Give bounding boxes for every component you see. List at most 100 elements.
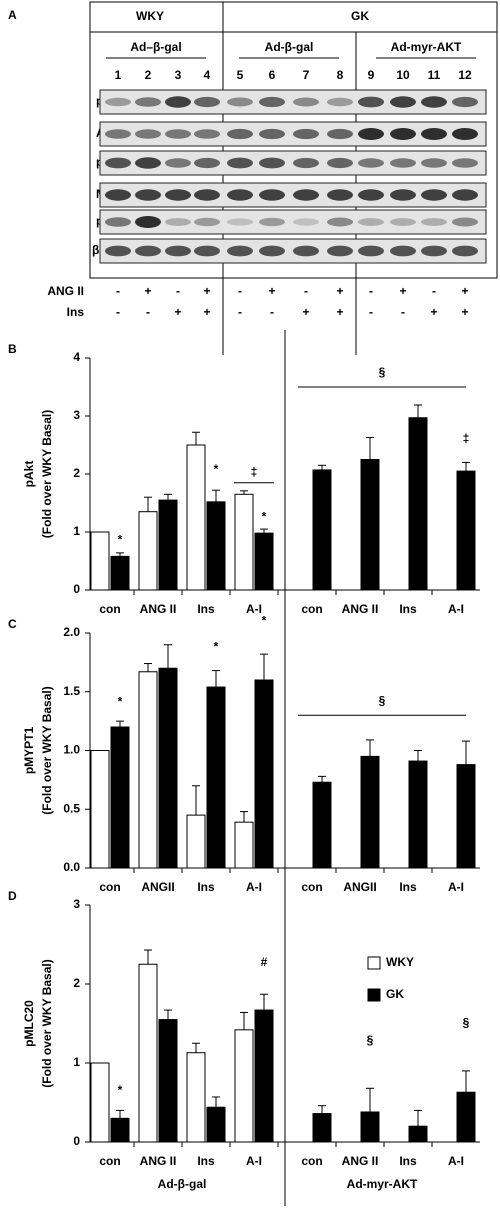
- treatment-sign: -: [304, 284, 308, 298]
- panel-label: B: [8, 342, 17, 356]
- band: [259, 217, 285, 227]
- band: [293, 128, 319, 140]
- treatment-sign: -: [238, 284, 242, 298]
- bar: [254, 532, 274, 591]
- bar: [186, 814, 206, 869]
- treatment-label: ANG II: [47, 284, 84, 298]
- x-tick-label: con: [99, 880, 120, 894]
- treatment-sign: -: [176, 284, 180, 298]
- group-label: Ad-myr-AKT: [347, 1177, 418, 1191]
- bar: [206, 501, 226, 591]
- band: [194, 189, 220, 201]
- treatment-sign: +: [268, 284, 275, 298]
- band: [259, 96, 285, 108]
- band: [259, 128, 285, 140]
- band: [421, 96, 447, 108]
- band: [135, 157, 161, 169]
- blot-strip: [99, 150, 487, 176]
- band: [135, 189, 161, 201]
- blot-frame: [89, 1, 498, 279]
- y-axis-label: (Fold over WKY Basal): [40, 410, 54, 538]
- band: [390, 158, 416, 168]
- treatment-sign: +: [144, 284, 151, 298]
- band: [105, 217, 131, 227]
- treatment-sign: -: [270, 305, 274, 319]
- bar: [456, 470, 476, 591]
- band: [105, 97, 131, 107]
- lane-number: 9: [368, 68, 375, 82]
- x-tick-label: con: [301, 1154, 322, 1168]
- strain-label: GK: [351, 9, 369, 23]
- band: [165, 218, 191, 226]
- annotation: *: [214, 639, 219, 653]
- band: [358, 245, 384, 257]
- bar: [312, 1113, 332, 1143]
- y-axis-label: pMYPT1: [22, 727, 36, 775]
- bar: [456, 764, 476, 869]
- treatment-sign: -: [238, 305, 242, 319]
- panel-label: A: [8, 8, 17, 22]
- x-tick-label: Ins: [399, 602, 417, 616]
- bar: [90, 1062, 110, 1143]
- bar: [360, 459, 380, 591]
- band: [358, 218, 384, 226]
- bar: [158, 1019, 178, 1143]
- band: [259, 157, 285, 169]
- band: [227, 218, 253, 226]
- bar: [408, 760, 428, 869]
- band: [194, 245, 220, 257]
- band: [390, 128, 416, 140]
- lane-number: 2: [145, 68, 152, 82]
- band: [358, 96, 384, 108]
- bar: [186, 1052, 206, 1143]
- band: [135, 129, 161, 139]
- treatment-sign: +: [203, 284, 210, 298]
- y-axis-label: pAkt: [22, 461, 36, 488]
- lane-number: 8: [337, 68, 344, 82]
- band: [227, 157, 253, 169]
- bar: [138, 511, 158, 591]
- band: [194, 157, 220, 169]
- strain-label: WKY: [136, 9, 164, 23]
- treatment-sign: -: [369, 305, 373, 319]
- band: [452, 217, 478, 227]
- annotation: #: [261, 955, 268, 969]
- lane-number: 6: [269, 68, 276, 82]
- bar: [234, 821, 254, 869]
- legend-swatch: [367, 988, 381, 1002]
- x-tick-label: ANGII: [343, 880, 376, 894]
- band: [165, 245, 191, 257]
- band: [452, 128, 478, 140]
- y-axis-label: (Fold over WKY Basal): [40, 686, 54, 814]
- y-tick-label: 2: [73, 466, 80, 480]
- band: [105, 189, 131, 201]
- lane-number: 12: [458, 68, 472, 82]
- band: [390, 189, 416, 201]
- panel-label: D: [8, 889, 17, 903]
- lane-number: 5: [237, 68, 244, 82]
- y-tick-label: 4: [73, 350, 80, 364]
- x-tick-label: A-I: [448, 880, 464, 894]
- treatment-sign: -: [432, 284, 436, 298]
- bar: [254, 1009, 274, 1143]
- lane-number: 1: [115, 68, 122, 82]
- bar: [360, 1111, 380, 1143]
- treatment-sign: -: [116, 305, 120, 319]
- treatment-sign: +: [203, 305, 210, 319]
- y-tick-label: 0.5: [63, 801, 80, 815]
- bar: [138, 963, 158, 1143]
- treatment-sign: -: [369, 284, 373, 298]
- y-tick-label: 2.0: [63, 625, 80, 639]
- bar: [158, 667, 178, 869]
- x-tick-label: con: [301, 880, 322, 894]
- bar: [408, 1125, 428, 1143]
- x-tick-label: A-I: [448, 1154, 464, 1168]
- band: [452, 158, 478, 168]
- x-tick-label: con: [99, 602, 120, 616]
- band: [227, 189, 253, 201]
- x-tick-label: Ins: [197, 602, 215, 616]
- treatment-sign: -: [146, 305, 150, 319]
- x-tick-label: A-I: [246, 880, 262, 894]
- band: [327, 245, 353, 257]
- band: [259, 245, 285, 257]
